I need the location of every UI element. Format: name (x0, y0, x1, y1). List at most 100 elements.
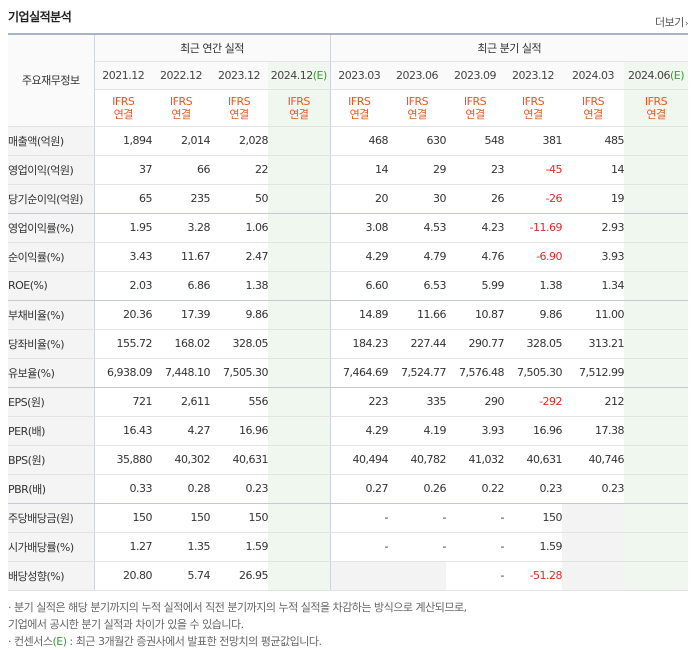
footnotes: · 분기 실적은 해당 분기까지의 누적 실적에서 직전 분기까지의 누적 실적… (8, 599, 467, 650)
table-cell: 65 (94, 184, 153, 214)
ifrs-header: IFRS 연결 (562, 89, 625, 127)
table-cell (624, 242, 689, 272)
table-cell: 4.53 (388, 213, 447, 243)
table-cell: 3.08 (330, 213, 389, 243)
table-cell (268, 184, 331, 214)
table-cell: 290 (446, 387, 505, 417)
consensus-mark: (E) (52, 635, 67, 648)
table-cell (624, 532, 689, 562)
table-cell: 0.28 (152, 474, 211, 504)
period-label: 2023.12 (512, 68, 555, 82)
table-cell: 40,746 (562, 445, 625, 475)
table-cell (562, 561, 625, 591)
period-label: 2023.03 (338, 68, 381, 82)
table-cell: 235 (152, 184, 211, 214)
table-cell (268, 329, 331, 359)
table-cell: 35,880 (94, 445, 153, 475)
ifrs-header: IFRS 연결 (210, 89, 268, 127)
table-cell (624, 271, 689, 301)
table-row: PER(배) 16.43 4.27 16.96 4.29 4.19 3.93 16.96 17.… (8, 416, 689, 446)
row-label: 주당배당금(원) (8, 503, 95, 533)
table-cell: 335 (388, 387, 447, 417)
table-cell: - (388, 503, 447, 533)
table-cell: 0.23 (210, 474, 269, 504)
table-cell: -51.28 (504, 561, 563, 591)
table-cell: 1.59 (210, 532, 269, 562)
table-cell: 5.99 (446, 271, 505, 301)
table-cell (388, 561, 447, 591)
row-label: 시가배당률(%) (8, 532, 95, 562)
table-cell: 20.36 (94, 300, 153, 330)
ifrs-label: IFRS (112, 94, 135, 108)
table-cell: 37 (94, 155, 153, 185)
table-cell: 155.72 (94, 329, 153, 359)
table-cell (268, 387, 331, 417)
table-cell (624, 445, 689, 475)
table-cell (624, 300, 689, 330)
table-cell: -292 (504, 387, 563, 417)
table-cell (268, 503, 331, 533)
ifrs-header: IFRS 연결 (388, 89, 447, 127)
table-cell: 1.34 (562, 271, 625, 301)
ifrs-header: IFRS 연결 (152, 89, 210, 127)
table-cell: 6.86 (152, 271, 211, 301)
period-header: 2023.12 (210, 61, 268, 90)
row-label: 매출액(억원) (8, 126, 95, 156)
consensus-prefix: · 컨센서스 (8, 635, 53, 648)
table-cell: -26 (504, 184, 563, 214)
table-row: 영업이익(억원) 37 66 22 14 29 23 -45 14 (8, 155, 689, 185)
row-label: 순이익률(%) (8, 242, 95, 272)
row-label: 영업이익(억원) (8, 155, 95, 185)
table-cell: 4.29 (330, 242, 389, 272)
table-row: 영업이익률(%) 1.95 3.28 1.06 3.08 4.53 4.23 -11.69 2.… (8, 213, 689, 243)
ifrs-header: IFRS 연결 (268, 89, 331, 127)
table-cell (624, 155, 689, 185)
table-cell: 150 (210, 503, 269, 533)
table-cell: - (388, 532, 447, 562)
table-cell: 721 (94, 387, 153, 417)
table-cell (268, 532, 331, 562)
period-header: 2023.09 (446, 61, 505, 90)
table-cell: 4.79 (388, 242, 447, 272)
period-header: 2023.03 (330, 61, 389, 90)
period-label: 2024.03 (572, 68, 615, 82)
consensus-suffix: : 최근 3개월간 증권사에서 발표한 전망치의 평균값입니다. (66, 635, 322, 648)
ifrs-label: IFRS (348, 94, 371, 108)
table-cell: 6.60 (330, 271, 389, 301)
section-title: 기업실적분석 (8, 10, 72, 24)
table-cell: 0.22 (446, 474, 505, 504)
table-row: PBR(배) 0.33 0.28 0.23 0.27 0.26 0.22 0.23 0.23 (8, 474, 689, 504)
consolidated-label: 연결 (465, 107, 485, 121)
period-header: 2024.03 (562, 61, 625, 90)
table-cell (624, 184, 689, 214)
more-link[interactable]: 더보기› (655, 14, 689, 30)
table-cell: 2,028 (210, 126, 269, 156)
footnote-1: · 분기 실적은 해당 분기까지의 누적 실적에서 직전 분기까지의 누적 실적… (8, 601, 467, 614)
table-row: 부채비율(%) 20.36 17.39 9.86 14.89 11.66 10.87 9.86… (8, 300, 689, 330)
ifrs-label: IFRS (227, 94, 251, 108)
table-cell: 7,505.30 (210, 358, 269, 388)
financial-table: 주요재무정보 최근 연간 실적 최근 분기 실적 2021.12 2022.12 2… (8, 33, 689, 591)
table-row: 순이익률(%) 3.43 11.67 2.47 4.29 4.79 4.76 -6.90 3.9… (8, 242, 689, 272)
table-cell: 11.00 (562, 300, 625, 330)
table-cell: 1.95 (94, 213, 153, 243)
table-cell: 5.74 (152, 561, 211, 591)
table-cell: -45 (504, 155, 563, 185)
table-row: BPS(원) 35,880 40,302 40,631 40,494 40,782 41,0… (8, 445, 689, 475)
table-cell: 7,576.48 (446, 358, 505, 388)
row-label: 배당성향(%) (8, 561, 95, 591)
ifrs-header: IFRS 연결 (94, 89, 152, 127)
table-cell (624, 329, 689, 359)
table-cell (268, 126, 331, 156)
table-cell: 40,302 (152, 445, 211, 475)
table-row: 유보율(%) 6,938.09 7,448.10 7,505.30 7,464.69 7,… (8, 358, 689, 388)
ifrs-label: IFRS (169, 94, 193, 108)
table-cell: 2.47 (210, 242, 269, 272)
period-label: 2024.06 (628, 68, 671, 82)
table-cell: 22 (210, 155, 269, 185)
ifrs-header: IFRS 연결 (624, 89, 689, 127)
table-cell: 9.86 (210, 300, 269, 330)
row-label: 당좌비율(%) (8, 329, 95, 359)
table-cell: 1.06 (210, 213, 269, 243)
table-cell (562, 503, 625, 533)
